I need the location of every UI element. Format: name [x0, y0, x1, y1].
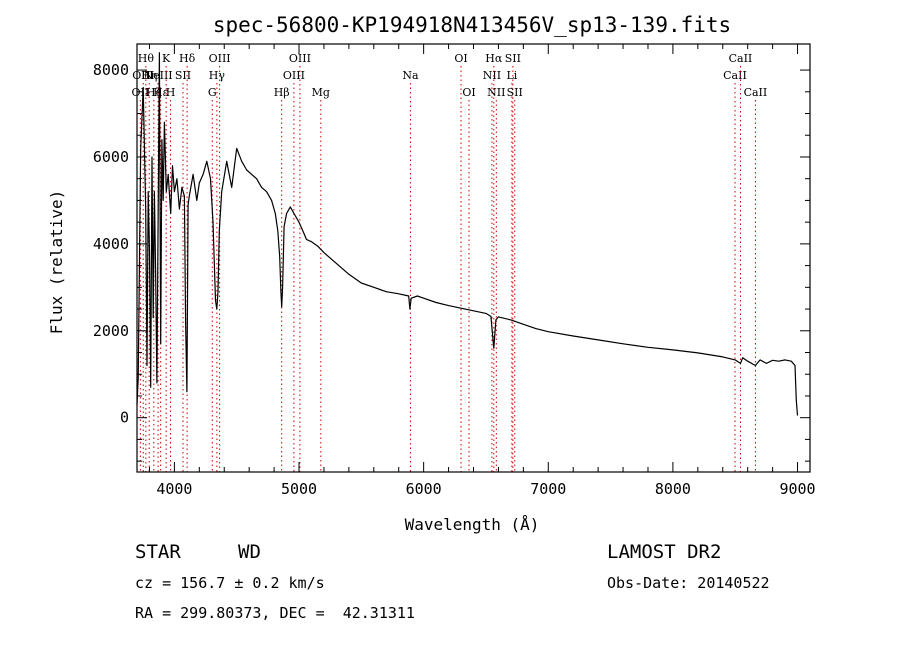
- x-tick-label: 7000: [530, 480, 566, 498]
- line-marker-label: Mg: [312, 86, 330, 99]
- line-marker-label: CaII: [744, 86, 768, 99]
- line-marker-label: Hζ: [146, 86, 162, 99]
- line-marker-label: OIII: [283, 69, 305, 82]
- line-marker-label: Hη: [141, 69, 157, 82]
- spectrum-series-line: [136, 52, 799, 416]
- y-tick-label: 4000: [93, 235, 129, 253]
- x-tick-label: 8000: [655, 480, 691, 498]
- y-tick-label: 8000: [93, 61, 129, 79]
- line-marker-label: Hβ: [274, 86, 290, 99]
- line-marker-label: CaII: [729, 52, 753, 65]
- x-axis-label: Wavelength (Å): [405, 515, 540, 534]
- line-marker-label: Li: [506, 69, 517, 82]
- line-marker-label: NII: [487, 86, 505, 99]
- line-marker-label: H: [166, 86, 176, 99]
- y-axis-label: Flux (relative): [47, 190, 66, 335]
- x-tick-label: 9000: [779, 480, 815, 498]
- class-label: STAR: [135, 541, 181, 563]
- line-markers: OII OIII Hθ Hη Hζ NeIII Hε K H SII Hδ G Hγ OIII Hβ OIII…: [132, 52, 768, 472]
- x-tick-label: 6000: [406, 480, 442, 498]
- line-marker-label: OIII: [132, 69, 154, 82]
- line-marker-label: NeIII: [143, 69, 172, 82]
- line-marker-label: CaII: [723, 69, 747, 82]
- line-marker-label: OIII: [209, 52, 231, 65]
- line-marker-label: SII: [507, 86, 523, 99]
- line-marker-label: OIII: [289, 52, 311, 65]
- y-tick-label: 2000: [93, 322, 129, 340]
- line-marker-label: OI: [462, 86, 475, 99]
- line-marker-label: K: [162, 52, 171, 65]
- line-marker-label: OII: [132, 86, 150, 99]
- line-marker-label: SII: [175, 69, 191, 82]
- chart-title: spec-56800-KP194918N413456V_sp13-139.fit…: [213, 13, 731, 37]
- redshift-text: cz = 156.7 ± 0.2 km/s: [135, 574, 325, 592]
- line-marker-label: Hα: [485, 52, 503, 65]
- axis-ticks: 4000 5000 6000 7000 8000 9000 0 2000 4000 6000 800…: [93, 44, 816, 498]
- line-marker-label: Hε: [153, 86, 169, 99]
- plot-frame: [136, 43, 811, 473]
- line-marker-label: Na: [402, 69, 419, 82]
- y-tick-label: 6000: [93, 148, 129, 166]
- y-tick-label: 0: [120, 409, 129, 427]
- line-marker-label: NII: [483, 69, 501, 82]
- x-tick-label: 5000: [281, 480, 317, 498]
- obs-date-text: Obs-Date: 20140522: [607, 574, 770, 592]
- x-tick-label: 4000: [156, 480, 192, 498]
- line-marker-label: OI: [454, 52, 467, 65]
- line-marker-label: Hθ: [138, 52, 155, 65]
- line-marker-label: SII: [505, 52, 521, 65]
- subclass-label: WD: [238, 541, 261, 563]
- survey-label: LAMOST DR2: [607, 541, 722, 563]
- line-marker-label: Hδ: [179, 52, 196, 65]
- coordinates-text: RA = 299.80373, DEC = 42.31311: [135, 604, 415, 622]
- line-marker-label: Hγ: [209, 69, 226, 82]
- line-marker-label: G: [208, 86, 217, 99]
